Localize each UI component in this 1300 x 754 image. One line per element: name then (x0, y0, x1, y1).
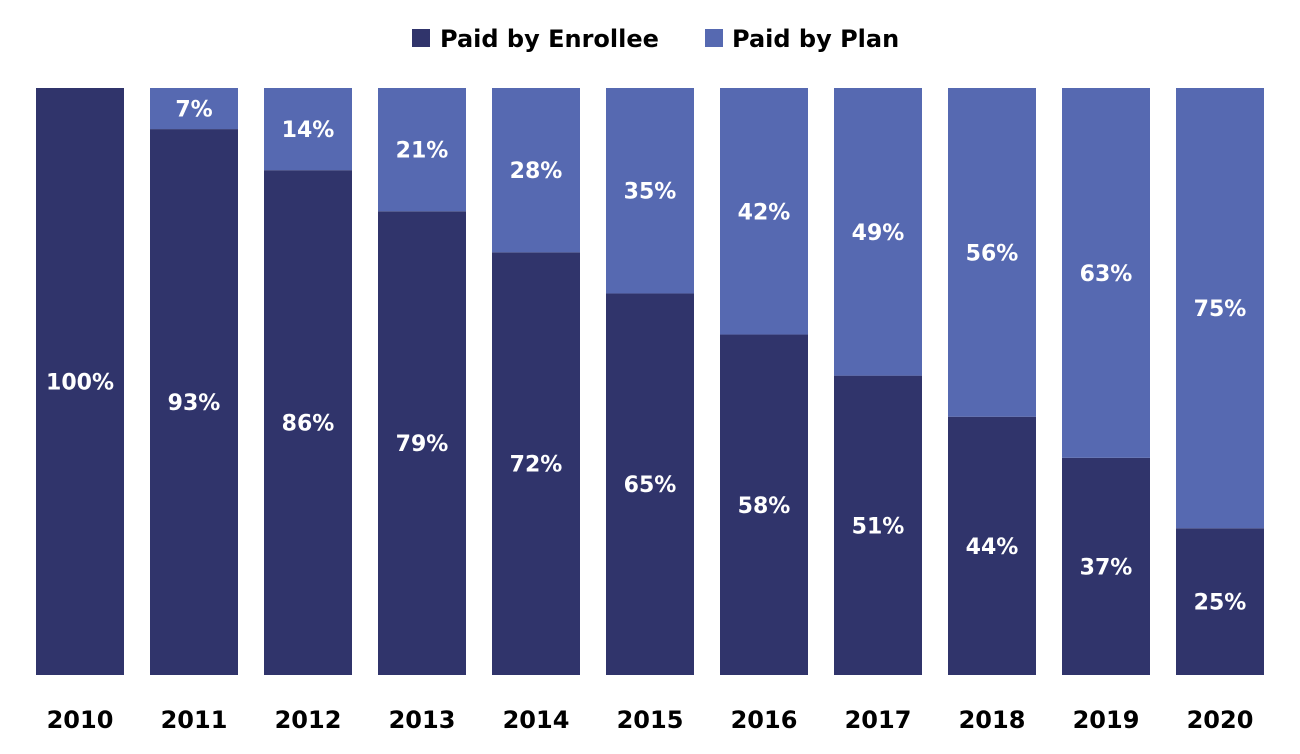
bar-enrollee-2011 (150, 129, 238, 676)
x-tick-label-2018: 2018 (959, 706, 1026, 734)
bar-enrollee-2015 (606, 293, 694, 675)
data-label-enrollee-2016: 58% (738, 494, 791, 519)
data-label-plan-2013: 21% (396, 139, 449, 164)
data-label-plan-2020: 75% (1194, 297, 1247, 322)
bar-plan-2014 (492, 88, 580, 253)
x-tick-label-2013: 2013 (389, 706, 456, 734)
data-label-enrollee-2014: 72% (510, 453, 563, 478)
data-label-plan-2017: 49% (852, 221, 905, 246)
data-label-plan-2016: 42% (738, 200, 791, 225)
x-tick-label-2010: 2010 (47, 706, 114, 734)
bar-enrollee-2016 (720, 334, 808, 675)
x-tick-label-2011: 2011 (161, 706, 228, 734)
bar-plan-2017 (834, 88, 922, 376)
x-tick-label-2014: 2014 (503, 706, 570, 734)
data-label-plan-2015: 35% (624, 180, 677, 205)
data-label-enrollee-2010: 100% (46, 371, 114, 396)
bar-plan-2013 (378, 88, 466, 212)
bar-plan-2020 (1176, 88, 1264, 529)
bar-enrollee-2020 (1176, 528, 1264, 675)
bar-plan-2019 (1062, 88, 1150, 458)
bar-plan-2016 (720, 88, 808, 335)
bar-plan-2012 (264, 88, 352, 171)
bar-plan-2018 (948, 88, 1036, 417)
data-label-plan-2012: 14% (282, 118, 335, 143)
bar-enrollee-2014 (492, 252, 580, 676)
bar-enrollee-2013 (378, 211, 466, 675)
data-label-enrollee-2011: 93% (168, 391, 221, 416)
data-label-plan-2014: 28% (510, 159, 563, 184)
data-label-enrollee-2018: 44% (966, 535, 1019, 560)
data-label-plan-2011: 7% (175, 98, 212, 123)
x-axis: 2010 2011 2012 2013 2014 2015 2016 2017 2018 2019… (47, 706, 1254, 734)
legend-label-enrollee: Paid by Enrollee (440, 25, 659, 53)
legend-label-plan: Paid by Plan (732, 25, 899, 53)
x-tick-label-2019: 2019 (1073, 706, 1140, 734)
x-tick-label-2020: 2020 (1187, 706, 1254, 734)
bars (36, 88, 1264, 676)
x-tick-label-2015: 2015 (617, 706, 684, 734)
bar-enrollee-2019 (1062, 457, 1150, 675)
bar-enrollee-2017 (834, 375, 922, 675)
data-label-enrollee-2019: 37% (1080, 555, 1133, 580)
data-label-enrollee-2012: 86% (282, 412, 335, 437)
bar-enrollee-2018 (948, 416, 1036, 675)
data-label-enrollee-2013: 79% (396, 432, 449, 457)
bar-enrollee-2012 (264, 170, 352, 675)
data-label-enrollee-2020: 25% (1194, 591, 1247, 616)
legend: Paid by Enrollee Paid by Plan (412, 25, 899, 53)
legend-swatch-plan (705, 29, 723, 47)
x-tick-label-2017: 2017 (845, 706, 912, 734)
bar-labels: 100% 93% 7% 86% 14% 79% 21% 72% 28% 65% 35% 58% 42% 5… (46, 98, 1246, 616)
bar-plan-2015 (606, 88, 694, 294)
bar-enrollee-2010 (36, 88, 124, 675)
data-label-plan-2018: 56% (966, 241, 1019, 266)
data-label-enrollee-2015: 65% (624, 473, 677, 498)
legend-swatch-enrollee (412, 29, 430, 47)
data-label-enrollee-2017: 51% (852, 514, 905, 539)
x-tick-label-2016: 2016 (731, 706, 798, 734)
x-tick-label-2012: 2012 (275, 706, 342, 734)
bar-plan-2011 (150, 88, 238, 130)
data-label-plan-2019: 63% (1080, 262, 1133, 287)
